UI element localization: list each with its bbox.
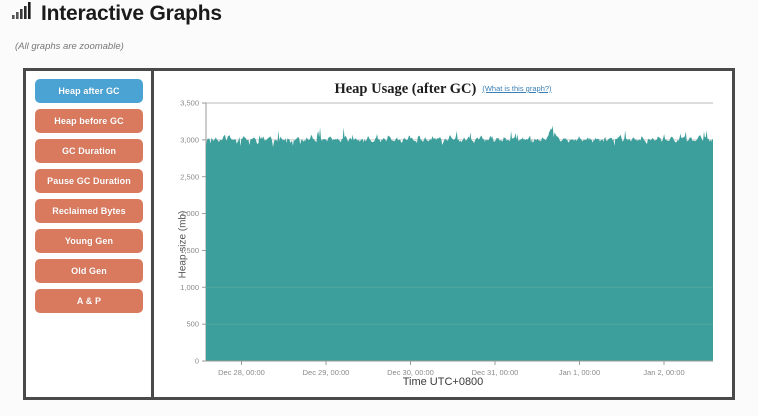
upper-heap-area: [206, 125, 713, 361]
sidebar-item-label: Heap after GC: [58, 86, 120, 96]
svg-text:Jan 2, 00:00: Jan 2, 00:00: [643, 368, 684, 377]
x-axis-title: Time UTC+0800: [402, 376, 484, 388]
heap-usage-area-chart[interactable]: 0 500 1,000 1,500 2,000 2,500 3,000 3,500 Dec 28…: [154, 71, 729, 397]
sidebar-item-label: Young Gen: [64, 236, 114, 246]
graph-selector-sidebar: Heap after GC Heap before GC GC Duration…: [26, 71, 154, 397]
sidebar-item-young-gen[interactable]: Young Gen: [35, 229, 143, 253]
sidebar-item-a-and-p[interactable]: A & P: [35, 289, 143, 313]
page-title: Interactive Graphs: [41, 2, 222, 25]
svg-text:3,000: 3,000: [180, 135, 199, 144]
bar-chart-icon: [12, 2, 34, 25]
svg-text:2,500: 2,500: [180, 172, 199, 181]
sidebar-item-heap-before-gc[interactable]: Heap before GC: [35, 109, 143, 133]
page-subtitle: (All graphs are zoomable): [15, 41, 124, 52]
svg-text:1,500: 1,500: [180, 246, 199, 255]
chart-title: Heap Usage (after GC): [334, 81, 477, 97]
svg-text:Dec 29, 00:00: Dec 29, 00:00: [303, 368, 350, 377]
page-header: Interactive Graphs: [12, 2, 222, 25]
svg-text:Jan 1, 00:00: Jan 1, 00:00: [559, 368, 600, 377]
sidebar-item-reclaimed-bytes[interactable]: Reclaimed Bytes: [35, 199, 143, 223]
sidebar-item-label: Heap before GC: [54, 116, 124, 126]
what-is-this-graph-link[interactable]: (What is this graph?): [482, 84, 552, 93]
chart-pane[interactable]: Heap Usage (after GC) (What is this graph…: [154, 71, 732, 397]
svg-text:500: 500: [186, 320, 199, 329]
svg-text:3,500: 3,500: [180, 99, 199, 108]
svg-text:Dec 31, 00:00: Dec 31, 00:00: [472, 368, 519, 377]
svg-text:1,000: 1,000: [180, 283, 199, 292]
chart-header: Heap Usage (after GC) (What is this graph…: [154, 80, 732, 98]
plot-wrapper[interactable]: Heap size (mb) Time UTC+0800 0 500 1,000 1,…: [154, 71, 732, 397]
svg-text:0: 0: [195, 357, 199, 366]
sidebar-item-heap-after-gc[interactable]: Heap after GC: [35, 79, 143, 103]
sidebar-item-pause-gc-duration[interactable]: Pause GC Duration: [35, 169, 143, 193]
svg-text:Dec 30, 00:00: Dec 30, 00:00: [387, 368, 434, 377]
svg-text:2,000: 2,000: [180, 209, 199, 218]
sidebar-item-label: GC Duration: [61, 146, 117, 156]
sidebar-item-old-gen[interactable]: Old Gen: [35, 259, 143, 283]
graphs-panel: Heap after GC Heap before GC GC Duration…: [23, 68, 735, 400]
sidebar-item-label: Reclaimed Bytes: [52, 206, 126, 216]
sidebar-item-gc-duration[interactable]: GC Duration: [35, 139, 143, 163]
sidebar-item-label: Pause GC Duration: [47, 176, 131, 186]
svg-text:Dec 28, 00:00: Dec 28, 00:00: [218, 368, 265, 377]
sidebar-item-label: A & P: [76, 296, 102, 306]
sidebar-item-label: Old Gen: [71, 266, 107, 276]
